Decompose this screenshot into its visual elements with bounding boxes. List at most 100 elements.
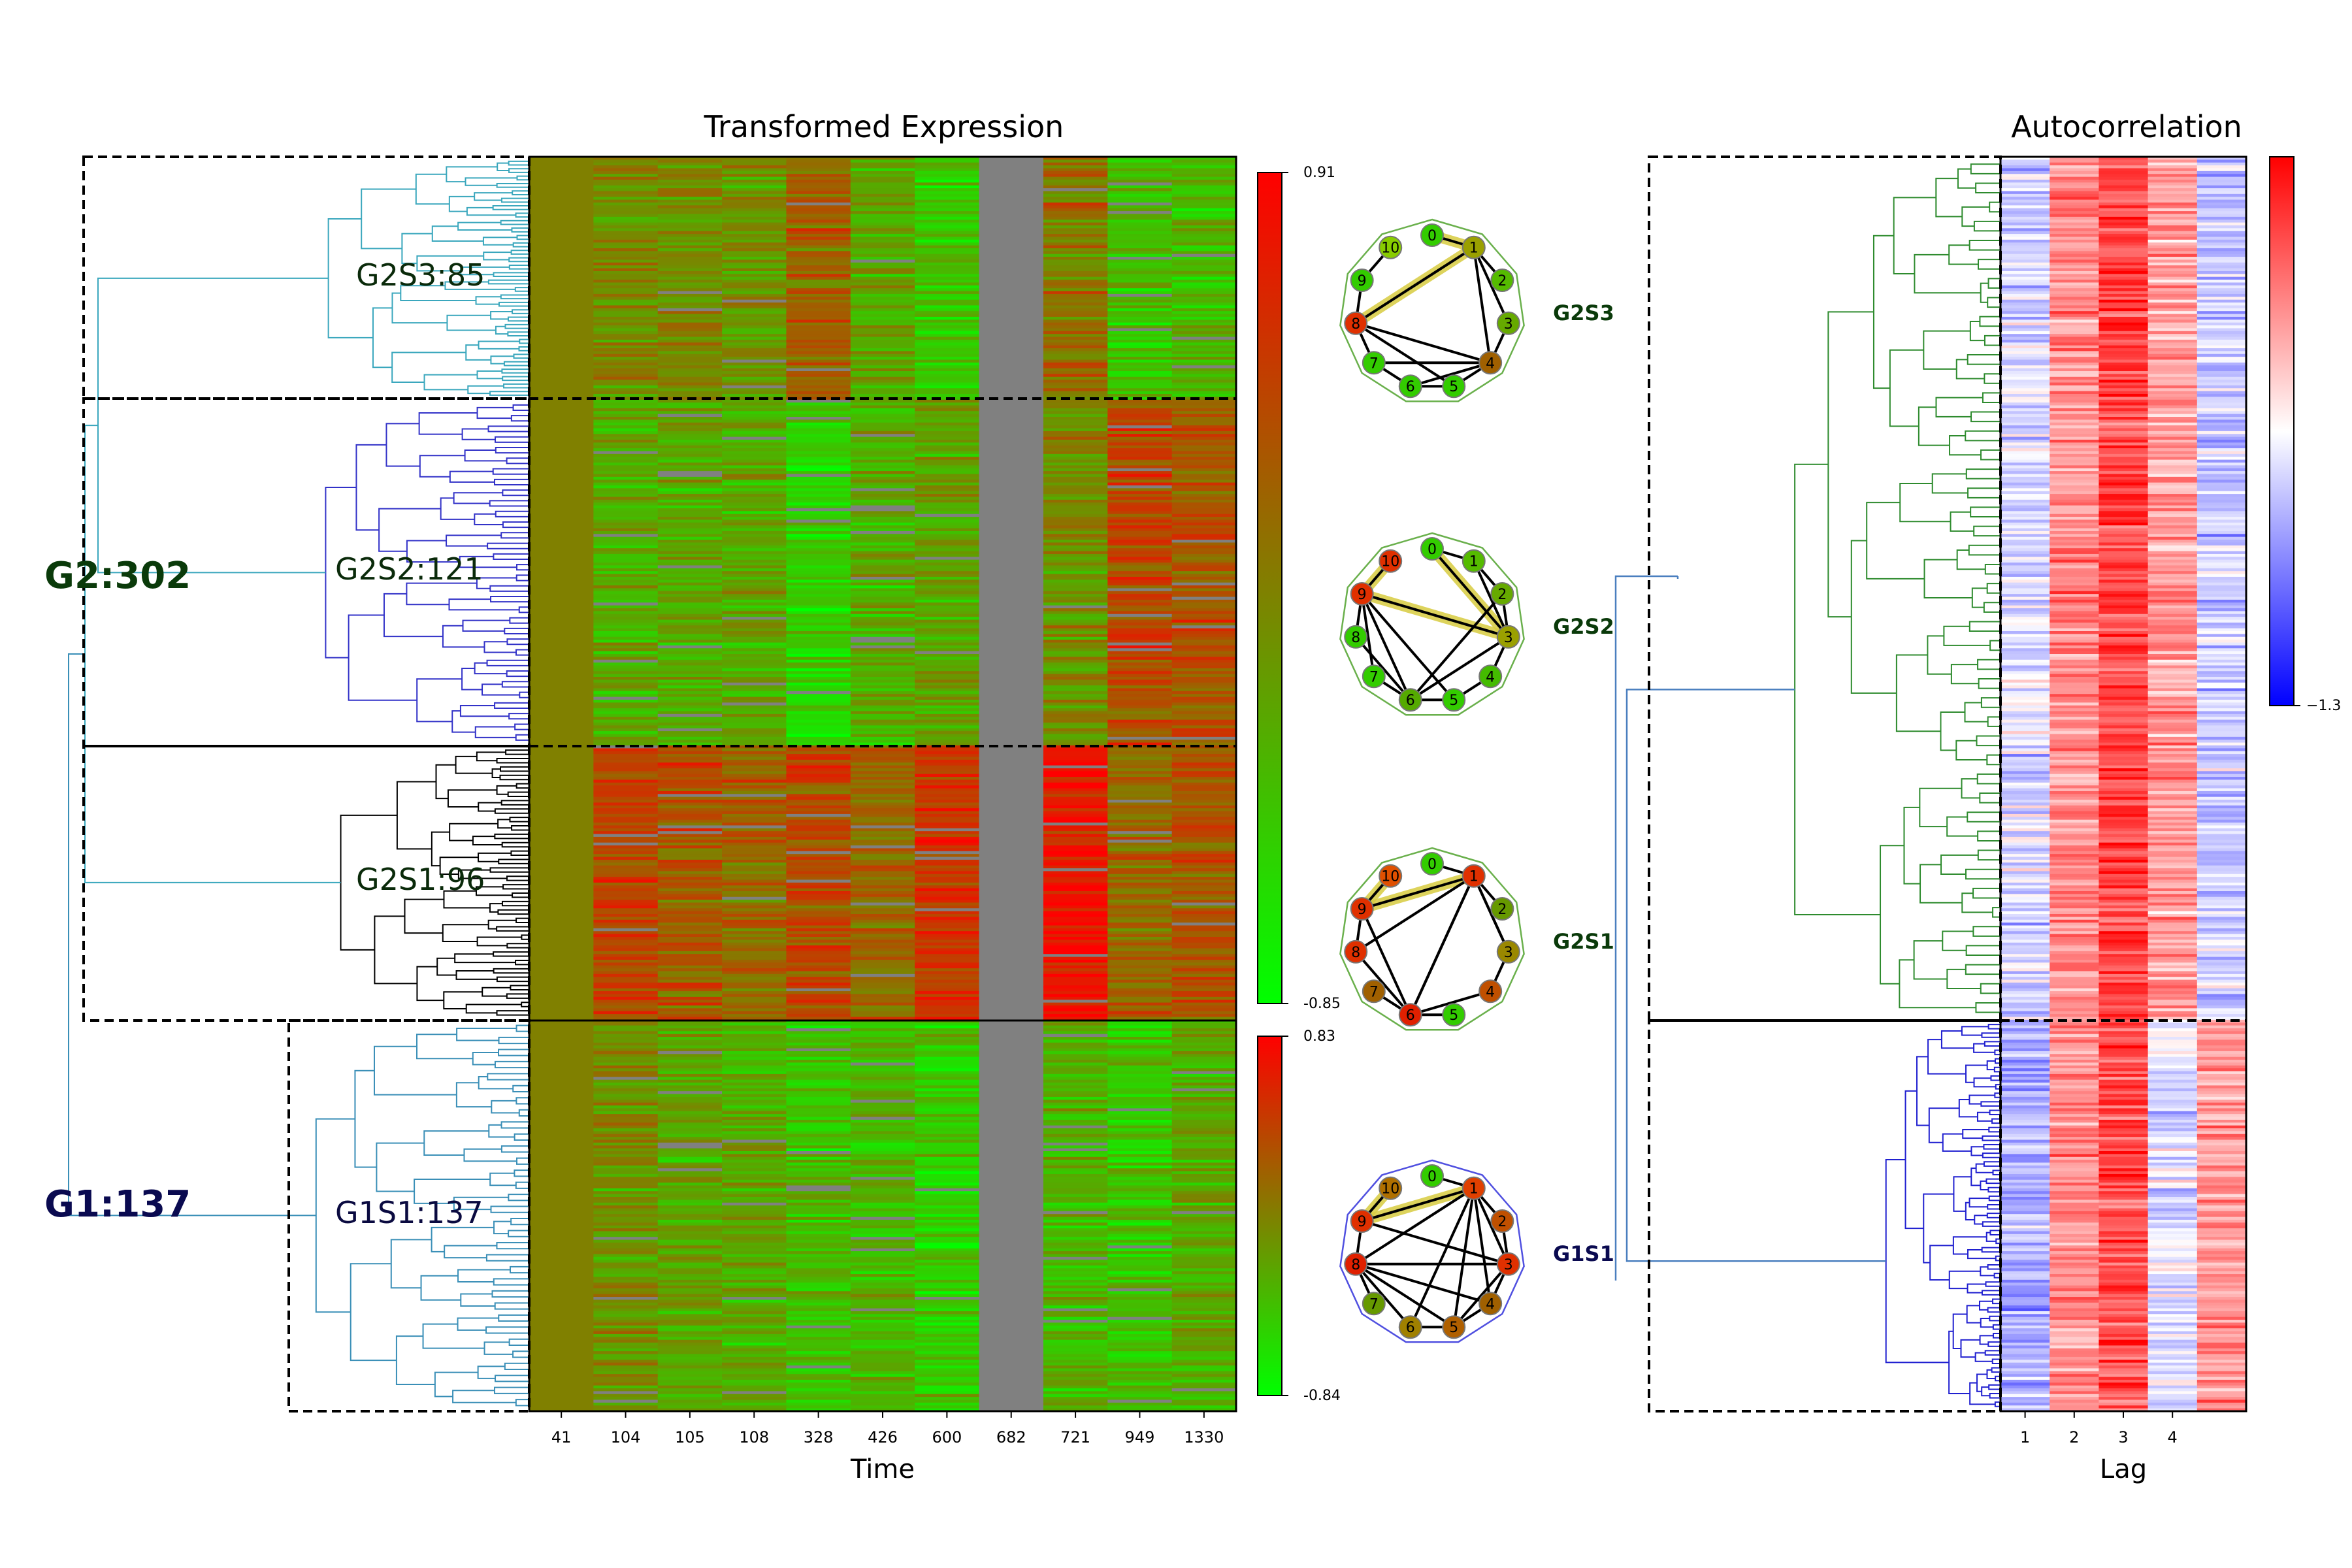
expression-cell: [657, 1365, 723, 1369]
expression-cell: [529, 1173, 594, 1177]
expression-cell: [1043, 1374, 1108, 1378]
expression-cell: [786, 1011, 851, 1015]
expression-cell: [979, 179, 1044, 183]
expression-cell: [722, 559, 787, 563]
expression-cell: [786, 468, 851, 472]
expression-cell: [593, 928, 659, 932]
expression-cell: [979, 1096, 1044, 1100]
expression-cell: [722, 642, 787, 646]
dendrogram-branch: [457, 1317, 499, 1331]
expression-cell: [722, 185, 787, 189]
expression-cell: [786, 1171, 851, 1175]
expression-cell: [850, 1077, 915, 1081]
expression-cell: [722, 891, 787, 894]
expression-cell: [786, 1205, 851, 1209]
expression-cell: [593, 439, 659, 443]
expression-cell: [529, 1219, 594, 1223]
expression-cell: [979, 1154, 1044, 1158]
expression-cell: [657, 188, 723, 192]
expression-cell: [1171, 1105, 1237, 1109]
expression-cell: [722, 542, 787, 546]
expression-cell: [1171, 1308, 1237, 1312]
expression-cell: [1043, 531, 1108, 534]
expression-cell: [979, 754, 1044, 758]
expression-cell: [529, 542, 594, 546]
expression-cell: [1107, 191, 1173, 195]
expression-cell: [722, 457, 787, 461]
expression-cell: [657, 848, 723, 852]
expression-cell: [1171, 1125, 1237, 1129]
expression-cell: [593, 668, 659, 672]
expression-cell: [979, 282, 1044, 286]
expression-cell: [786, 748, 851, 752]
expression-cell: [1171, 1145, 1237, 1149]
expression-cell: [915, 936, 980, 940]
dendrogram-branch: [515, 1024, 529, 1032]
expression-cell: [1171, 1045, 1237, 1049]
expression-cell: [786, 336, 851, 340]
expression-cell: [657, 371, 723, 374]
expression-cell: [593, 394, 659, 397]
expression-cell: [915, 568, 980, 572]
expression-cell: [1107, 299, 1173, 303]
expression-cell: [1043, 894, 1108, 898]
expression-cell: [593, 211, 659, 215]
expression-cell: [1107, 877, 1173, 881]
expression-cell: [593, 374, 659, 378]
expression-cell: [1043, 719, 1108, 723]
expression-cell: [722, 262, 787, 266]
expression-cell: [915, 736, 980, 740]
expression-cell: [657, 231, 723, 235]
expression-cell: [1107, 208, 1173, 212]
expression-cell: [1043, 1154, 1108, 1158]
expression-cell: [1171, 588, 1237, 592]
expression-cell: [1171, 1122, 1237, 1126]
expression-cell: [593, 525, 659, 529]
expression-cell: [1171, 1137, 1237, 1141]
expression-cell: [786, 759, 851, 763]
expression-cell: [1043, 374, 1108, 378]
expression-cell: [1107, 699, 1173, 703]
expression-cell: [722, 1060, 787, 1064]
expression-cell: [979, 1265, 1044, 1269]
expression-cell: [786, 465, 851, 469]
expression-cell: [722, 311, 787, 315]
expression-cell: [657, 1051, 723, 1054]
expression-cell: [529, 368, 594, 372]
expression-cell: [529, 688, 594, 692]
expression-cell: [657, 262, 723, 266]
expression-cell: [722, 342, 787, 346]
expression-cell: [786, 1217, 851, 1220]
expression-cell: [1107, 188, 1173, 192]
expression-cell: [657, 1208, 723, 1212]
expression-cell: [1107, 1274, 1173, 1278]
expression-cell: [786, 1239, 851, 1243]
expression-cell: [979, 351, 1044, 355]
dendrogram-branch: [502, 884, 529, 890]
expression-cell: [657, 445, 723, 449]
expression-cell: [657, 545, 723, 549]
expression-cell: [1171, 374, 1237, 378]
expression-cell: [1107, 225, 1173, 229]
expression-cell: [850, 165, 915, 169]
expression-cell: [915, 951, 980, 955]
expression-cell: [722, 188, 787, 192]
expression-cell: [722, 316, 787, 320]
expression-cell: [529, 1148, 594, 1152]
expression-cell: [593, 534, 659, 538]
expression-cell: [657, 382, 723, 386]
expression-cell: [1171, 314, 1237, 318]
expression-cell: [915, 1311, 980, 1315]
expression-cell: [1107, 1294, 1173, 1298]
expression-cell: [1043, 779, 1108, 783]
expression-cell: [593, 1348, 659, 1352]
expression-cell: [529, 1256, 594, 1260]
expression-cell: [850, 1245, 915, 1249]
expression-cell: [657, 220, 723, 223]
expression-cell: [979, 1322, 1044, 1326]
expression-cell: [1107, 293, 1173, 297]
expression-cell: [1107, 594, 1173, 598]
expression-cell: [657, 1331, 723, 1335]
expression-cell: [1107, 1311, 1173, 1315]
expression-cell: [722, 508, 787, 512]
